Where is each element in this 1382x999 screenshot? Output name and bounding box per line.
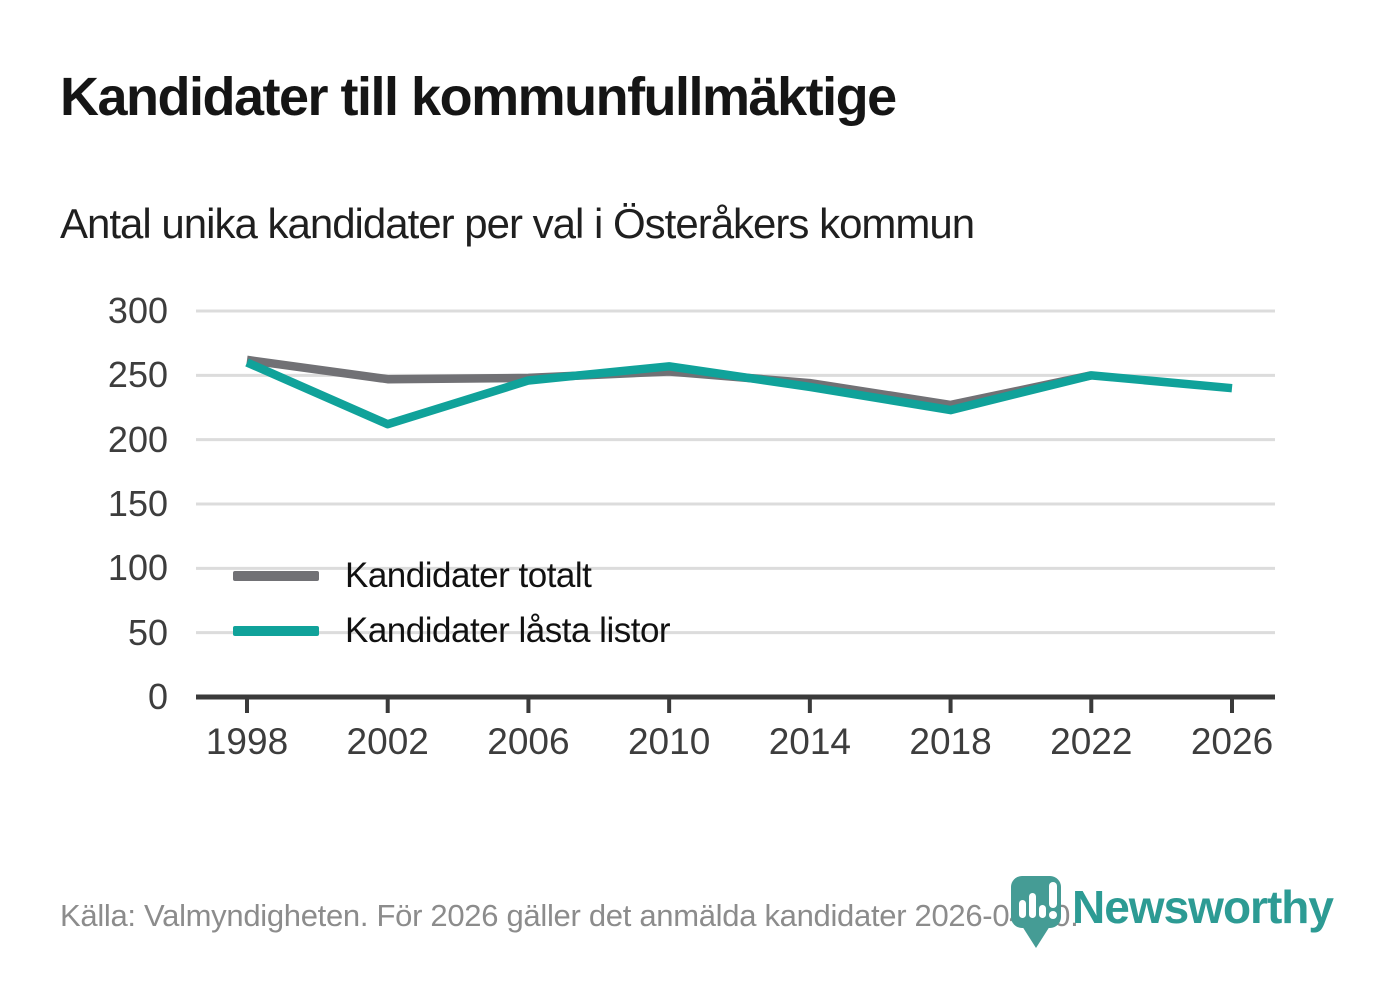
page-title: Kandidater till kommunfullmäktige bbox=[60, 67, 897, 127]
legend-label-lasta-listor: Kandidater låsta listor bbox=[345, 611, 671, 650]
newsworthy-logo-text: Newsworthy bbox=[1072, 881, 1334, 933]
y-axis-label: 0 bbox=[147, 676, 168, 717]
series-line-lasta-listor bbox=[245, 358, 1233, 429]
y-axis-label: 250 bbox=[107, 354, 168, 396]
y-axis-label: 50 bbox=[127, 611, 168, 653]
newsworthy-logo: Newsworthy bbox=[1010, 874, 1334, 950]
x-axis-label: 2010 bbox=[627, 721, 711, 762]
legend-swatch-lasta-listor bbox=[233, 626, 319, 636]
y-axis-label: 150 bbox=[107, 483, 168, 524]
x-axis-label: 1998 bbox=[205, 721, 289, 762]
x-axis-label: 2002 bbox=[346, 721, 429, 762]
legend-swatch-totalt bbox=[233, 571, 319, 581]
y-axis-label: 100 bbox=[107, 547, 168, 589]
x-axis-label: 2006 bbox=[487, 721, 570, 762]
x-axis-label: 2022 bbox=[1050, 721, 1133, 762]
legend-row-lasta-listor: Kandidater låsta listor bbox=[233, 610, 671, 652]
x-axis-label: 2018 bbox=[909, 721, 992, 762]
x-axis-label: 2014 bbox=[768, 721, 851, 762]
x-axis-label: 2026 bbox=[1190, 721, 1274, 762]
legend-row-totalt: Kandidater totalt bbox=[233, 555, 670, 597]
series-line-totalt bbox=[246, 355, 1093, 410]
y-axis-label: 300 bbox=[107, 290, 168, 331]
legend-label-totalt: Kandidater totalt bbox=[345, 556, 592, 595]
source-text: Källa: Valmyndigheten. För 2026 gäller d… bbox=[60, 898, 1079, 933]
y-axis-label: 200 bbox=[107, 418, 168, 460]
newsworthy-logo-icon bbox=[1011, 876, 1061, 948]
chart-subtitle: Antal unika kandidater per val i Österåk… bbox=[60, 200, 975, 247]
legend: Kandidater totalt Kandidater låsta listo… bbox=[233, 555, 671, 665]
